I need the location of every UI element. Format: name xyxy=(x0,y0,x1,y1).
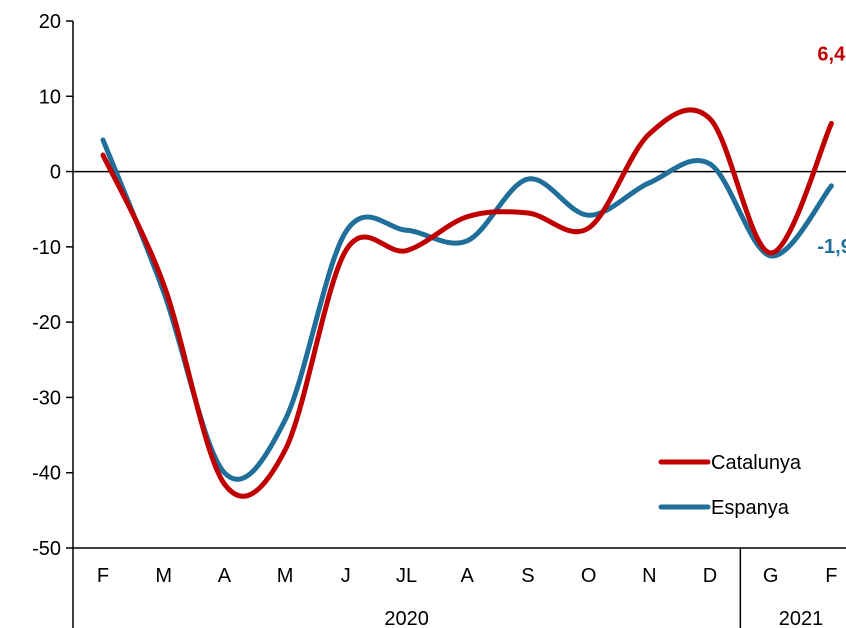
series-line-espanya xyxy=(100,137,834,482)
legend-label: Espanya xyxy=(711,497,790,519)
year-label: 2021 xyxy=(779,608,824,628)
end-value-label: 6,4 xyxy=(817,43,846,65)
x-tick-label: O xyxy=(581,565,597,587)
x-tick-label: G xyxy=(763,565,779,587)
x-tick-label: F xyxy=(97,565,109,587)
y-tick-label: 10 xyxy=(39,86,61,108)
y-tick-label: 0 xyxy=(50,162,61,184)
x-tick-label: M xyxy=(277,565,294,587)
end-value-label: -1,9 xyxy=(817,236,846,258)
x-tick-label: M xyxy=(155,565,172,587)
x-tick-label: F xyxy=(825,565,837,587)
legend-label: Catalunya xyxy=(711,452,802,474)
y-tick-label: -50 xyxy=(32,538,61,560)
series-line-catalunya xyxy=(100,107,834,499)
x-tick-label: A xyxy=(461,565,475,587)
y-tick-label: -40 xyxy=(32,463,61,485)
x-tick-label: D xyxy=(703,565,717,587)
x-tick-label: S xyxy=(521,565,534,587)
x-tick-label: N xyxy=(642,565,656,587)
y-tick-label: -20 xyxy=(32,312,61,334)
y-tick-label: -30 xyxy=(32,387,61,409)
y-tick-label: 20 xyxy=(39,11,61,33)
year-label: 2020 xyxy=(384,608,429,628)
x-tick-label: A xyxy=(218,565,232,587)
x-tick-label: J xyxy=(341,565,351,587)
x-tick-label: JL xyxy=(396,565,417,587)
y-tick-label: -10 xyxy=(32,237,61,259)
